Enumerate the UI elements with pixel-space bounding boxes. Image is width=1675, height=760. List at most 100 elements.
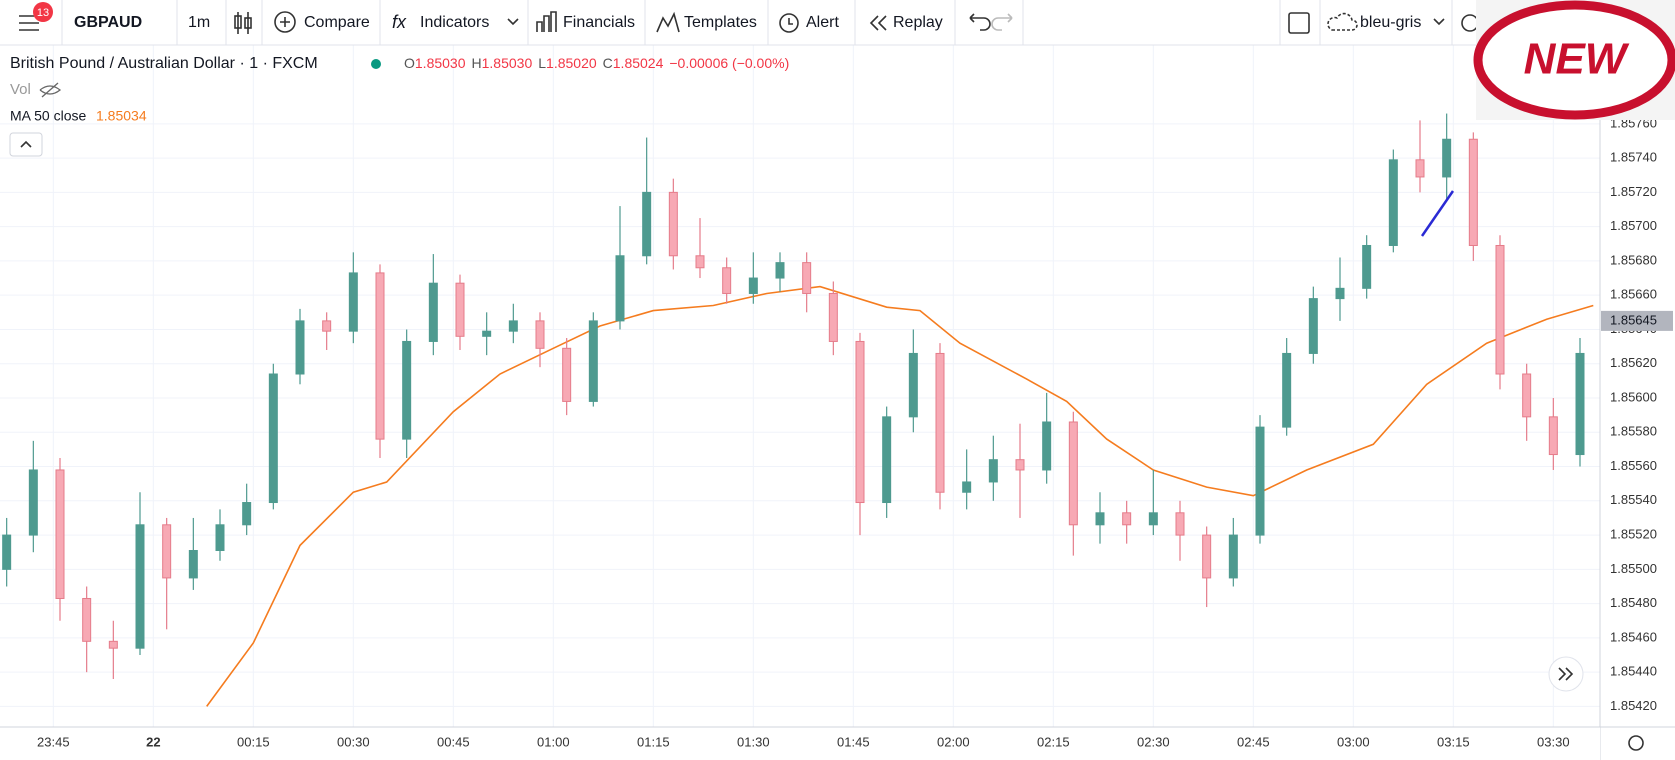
- x-tick-label: 02:30: [1137, 734, 1170, 749]
- candle-body: [108, 640, 118, 649]
- x-tick-label: 03:00: [1337, 734, 1370, 749]
- candle-body: [1468, 138, 1478, 246]
- candle-body: [988, 459, 998, 483]
- undo-button[interactable]: [969, 13, 991, 31]
- axis-settings[interactable]: [1628, 735, 1644, 751]
- price-label-bg: [1601, 310, 1673, 331]
- compare-button[interactable]: Compare: [304, 14, 370, 31]
- collapse-button[interactable]: [9, 132, 43, 157]
- collapse-icon: [20, 140, 32, 148]
- ohlc-value: 1.85024: [613, 55, 664, 71]
- y-tick-label: 1.85700: [1610, 218, 1657, 233]
- volume-label: Vol: [10, 81, 31, 98]
- chevron: [1433, 18, 1445, 26]
- candle-body: [562, 347, 572, 402]
- candle-body: [55, 469, 65, 599]
- replay-button[interactable]: Replay: [893, 14, 943, 31]
- candle-body: [1495, 244, 1505, 375]
- y-tick-label: 1.85560: [1610, 458, 1657, 473]
- candle-body: [1442, 138, 1452, 178]
- indicators-button[interactable]: Indicators: [420, 14, 489, 31]
- promo-badge: [1473, 0, 1675, 120]
- candle-body: [1548, 416, 1558, 456]
- candle-body: [1575, 352, 1585, 456]
- badge-count: 13: [37, 7, 49, 19]
- candle-body: [935, 352, 945, 493]
- x-tick-label: 02:45: [1237, 734, 1270, 749]
- ohlc-label: O: [404, 55, 415, 71]
- moving-average: [206, 285, 1594, 707]
- time-axis: [0, 727, 1600, 760]
- hide-icon[interactable]: [39, 82, 62, 98]
- candle-body: [855, 340, 865, 504]
- candle-body: [428, 282, 438, 342]
- candle-body: [188, 550, 198, 579]
- y-tick-label: 1.85500: [1610, 561, 1657, 576]
- promo-text: NEW: [1524, 35, 1630, 84]
- symbol-title: British Pound / Australian Dollar · 1 · …: [10, 55, 318, 72]
- candle-body: [668, 191, 678, 257]
- fullscreen-button[interactable]: [1288, 12, 1310, 34]
- candle-body: [82, 597, 92, 642]
- candle-body: [1282, 352, 1292, 428]
- templates-button[interactable]: Templates: [684, 14, 757, 31]
- y-tick-label: 1.85440: [1610, 664, 1657, 679]
- scroll-icon: [1558, 667, 1574, 681]
- ma-value: 1.85034: [96, 108, 147, 124]
- interval[interactable]: 1m: [188, 14, 210, 31]
- y-tick-label: 1.85460: [1610, 629, 1657, 644]
- x-tick-label: 01:45: [837, 734, 870, 749]
- ohlc-value: 1.85020: [546, 55, 597, 71]
- chart-type-button[interactable]: [234, 12, 252, 34]
- candle-body: [1095, 512, 1105, 526]
- candle-body: [588, 320, 598, 402]
- redo-button[interactable]: [991, 13, 1013, 31]
- candle-body: [535, 320, 545, 349]
- y-tick-label: 1.85660: [1610, 287, 1657, 302]
- x-tick-label: 02:15: [1037, 734, 1070, 749]
- x-tick-label: 01:30: [737, 734, 770, 749]
- alert-icon: [779, 13, 799, 33]
- financials-button[interactable]: Financials: [563, 14, 635, 31]
- x-tick-label: 03:15: [1437, 734, 1470, 749]
- legend: British Pound / Australian Dollar · 1 · …: [9, 55, 789, 157]
- indicators-icon: fx: [392, 12, 407, 32]
- x-tick-label: 01:00: [537, 734, 570, 749]
- financials-icon: [536, 11, 557, 32]
- alert-button[interactable]: Alert: [806, 14, 839, 31]
- candle-body: [28, 469, 38, 536]
- candle-body: [1015, 459, 1025, 471]
- candle-body: [775, 262, 785, 279]
- layout-name[interactable]: bleu-gris: [1360, 14, 1421, 31]
- drawing-line: [1420, 190, 1455, 237]
- cloud-icon: [1327, 12, 1358, 31]
- candle-body: [322, 320, 332, 332]
- candle-body: [242, 502, 252, 526]
- candle-body: [508, 320, 518, 332]
- axes: 1.85420 1.85440 1.85460 1.85480 1.85500 1.855…: [37, 115, 1673, 749]
- candle-body: [1415, 159, 1425, 178]
- y-tick-label: 1.85520: [1610, 527, 1657, 542]
- ohlc-values: O1.85030 H1.85030 L1.85020 C1.85024 −0.00006…: [404, 55, 789, 71]
- candle-body: [1175, 512, 1185, 536]
- candle-body: [1255, 426, 1265, 536]
- candle-body: [1388, 159, 1398, 246]
- replay-icon: [869, 15, 887, 31]
- y-tick-label: 1.85420: [1610, 698, 1657, 713]
- compare-icon: [280, 17, 290, 27]
- candle-body: [402, 340, 412, 440]
- compare-icon: [274, 11, 296, 33]
- y-tick-label: 1.85480: [1610, 595, 1657, 610]
- icon: [244, 17, 252, 29]
- symbol[interactable]: GBPAUD: [74, 14, 142, 31]
- price-axis: [1600, 45, 1675, 760]
- alert-icon: [788, 18, 793, 25]
- toolbar-bg: [0, 0, 1675, 45]
- candle-body: [1335, 287, 1345, 300]
- candle-body: [455, 282, 465, 337]
- ma-line: [206, 285, 1594, 707]
- candle-body: [828, 292, 838, 342]
- candle-body: [615, 255, 625, 322]
- grid: [0, 45, 1600, 727]
- chevron: [507, 18, 519, 26]
